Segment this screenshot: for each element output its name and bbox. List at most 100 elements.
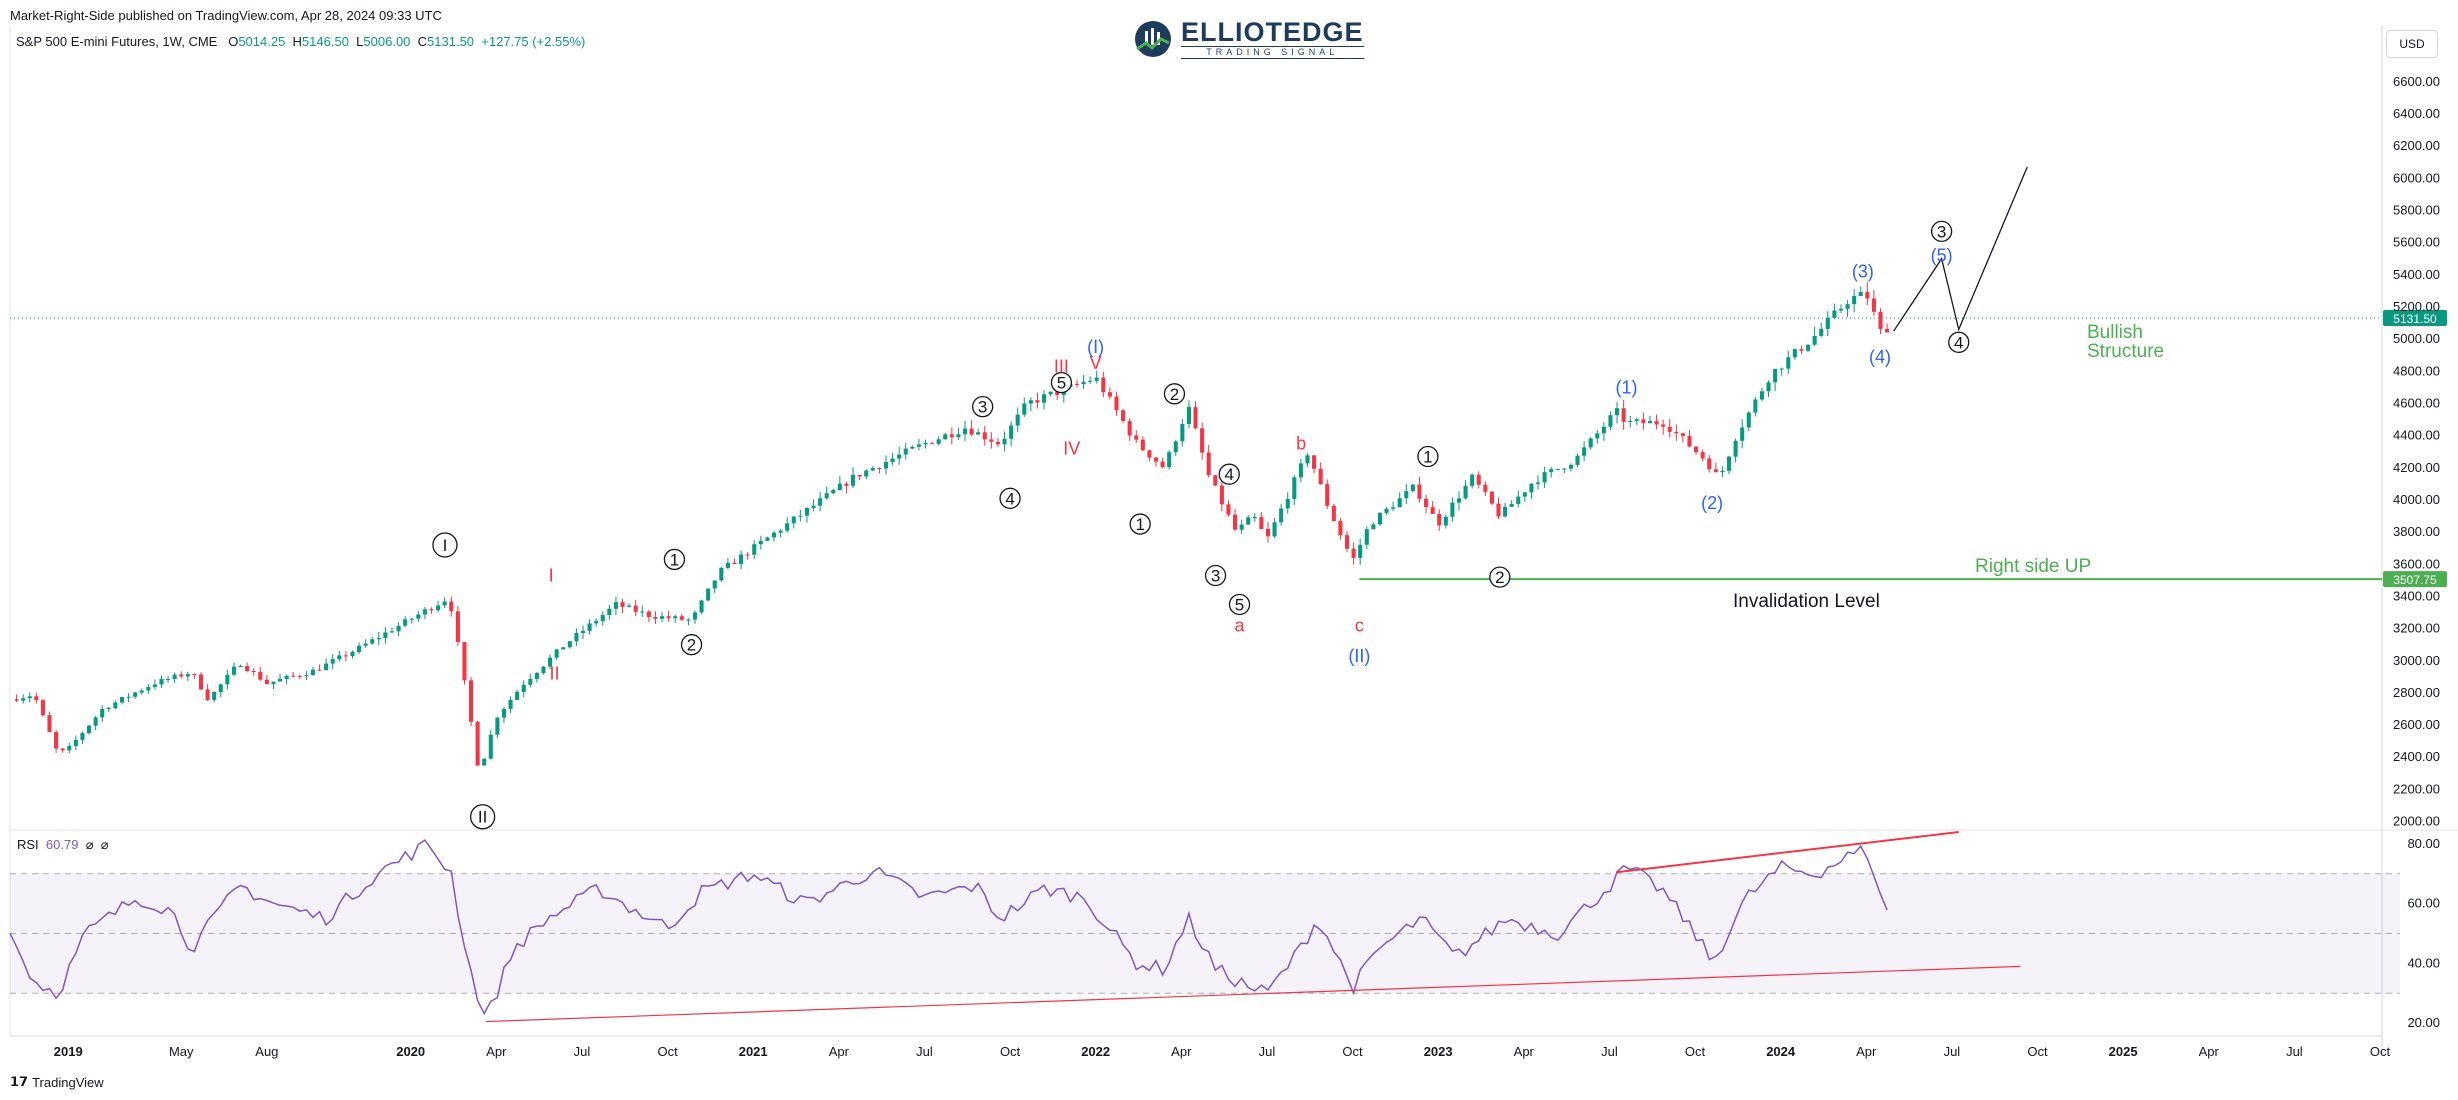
- candle-body: [225, 674, 230, 685]
- candle-body: [337, 655, 342, 660]
- price-tick-label: 2800.00: [2393, 685, 2440, 700]
- candle-body: [1562, 468, 1567, 470]
- candle-body: [1595, 433, 1600, 439]
- candle-body: [159, 678, 164, 685]
- candle-body: [1246, 517, 1251, 525]
- time-tick-label: Oct: [2027, 1044, 2048, 1059]
- candle-body: [1707, 458, 1712, 470]
- wave-label: (5): [1931, 245, 1953, 265]
- candle-body: [943, 434, 948, 440]
- candle-body: [67, 745, 72, 751]
- candle-body: [403, 619, 408, 626]
- candle-body: [1048, 391, 1053, 395]
- time-tick-label: Jul: [1944, 1044, 1961, 1059]
- time-tick-label: Apr: [1171, 1044, 1192, 1059]
- candle-body: [1377, 512, 1382, 525]
- candle-body: [324, 663, 329, 671]
- wave-label: b: [1296, 434, 1306, 454]
- candle-body: [449, 601, 454, 612]
- candle-body: [824, 493, 829, 499]
- candle-body: [40, 700, 45, 716]
- candle-body: [1055, 391, 1060, 395]
- candle-body: [1002, 438, 1007, 445]
- wave-label: II: [550, 664, 560, 684]
- candle-body: [218, 684, 223, 692]
- price-tick-label: 2600.00: [2393, 717, 2440, 732]
- candle-body: [1167, 452, 1172, 468]
- candle-body: [1206, 452, 1211, 476]
- rsi-tick-label: 60.00: [2407, 896, 2440, 911]
- wave-label-circle: [999, 487, 1021, 509]
- wave-label-circle: [1417, 445, 1439, 468]
- candle-body: [1568, 464, 1573, 469]
- candle-body: [699, 600, 704, 613]
- candle-body: [1858, 292, 1863, 297]
- wave-label: 3: [1211, 567, 1220, 586]
- candle-body: [1173, 441, 1178, 453]
- wave-label: III: [1054, 356, 1069, 376]
- candle-body: [429, 609, 434, 611]
- candle-body: [1885, 328, 1890, 333]
- candle-body: [1575, 455, 1580, 465]
- wave-label: V: [1090, 353, 1102, 373]
- candle-body: [1470, 474, 1475, 486]
- wave-label-circle: [432, 532, 458, 558]
- rsi-band: [10, 873, 2400, 994]
- candle-body: [245, 665, 250, 672]
- candle-body: [1193, 407, 1198, 429]
- candle-body: [1680, 433, 1685, 437]
- candle-body: [1186, 407, 1191, 425]
- candle-body: [422, 609, 427, 615]
- candle-body: [1391, 507, 1396, 509]
- high-value: 5146.50: [301, 34, 349, 49]
- time-tick-label: Jul: [574, 1044, 591, 1059]
- currency-button[interactable]: USD: [2386, 30, 2438, 58]
- candle-body: [1437, 513, 1442, 526]
- candle-body: [1292, 477, 1297, 499]
- candle-body: [1608, 415, 1613, 427]
- candle-body: [1107, 392, 1112, 397]
- candle-body: [383, 632, 388, 639]
- candle-body: [212, 691, 217, 700]
- candle-body: [989, 439, 994, 442]
- candle-body: [363, 643, 368, 646]
- candle-body: [712, 580, 717, 589]
- time-tick-label: Jul: [2286, 1044, 2303, 1059]
- candle-body: [1364, 529, 1369, 545]
- overlays: 5131.503507.75IIIIII12345IIIIVV(I)21435a…: [10, 166, 2447, 830]
- candle-body: [1331, 505, 1336, 522]
- candle-body: [291, 675, 296, 677]
- price-tick-label: 3600.00: [2393, 556, 2440, 571]
- candle-body: [1654, 421, 1659, 425]
- bullish-structure-text-2: Structure: [2087, 341, 2164, 362]
- candle-body: [1338, 521, 1343, 536]
- candle-body: [1213, 475, 1218, 486]
- rsi-upper-trendline: [1616, 831, 1959, 874]
- candle-body: [1074, 383, 1080, 385]
- candle-body: [844, 483, 849, 486]
- candle-body: [1634, 419, 1639, 421]
- time-tick-label: Oct: [1685, 1044, 1706, 1059]
- candle-body: [1588, 438, 1593, 448]
- candle-body: [1694, 446, 1699, 453]
- invalidation-level-text: Invalidation Level: [1733, 591, 1880, 612]
- candle-body: [376, 638, 381, 640]
- time-tick-label: 2019: [54, 1044, 83, 1059]
- price-tick-label: 4200.00: [2393, 460, 2440, 475]
- candle-body: [758, 540, 763, 545]
- candle-body: [653, 617, 658, 619]
- candle-body: [1022, 403, 1027, 415]
- candle-body: [594, 621, 599, 624]
- candle-body: [1806, 344, 1811, 351]
- invalidation-tag: [2383, 571, 2447, 588]
- candle-body: [1088, 380, 1093, 382]
- candle-body: [1417, 484, 1422, 499]
- candle-body: [231, 666, 236, 675]
- candles: [14, 282, 1890, 766]
- rsi-tick-label: 20.00: [2407, 1015, 2440, 1030]
- symbol-title[interactable]: S&P 500 E-mini Futures, 1W, CME: [16, 34, 218, 49]
- candle-body: [462, 642, 467, 681]
- wave-label: (1): [1616, 377, 1638, 397]
- candle-body: [613, 602, 618, 609]
